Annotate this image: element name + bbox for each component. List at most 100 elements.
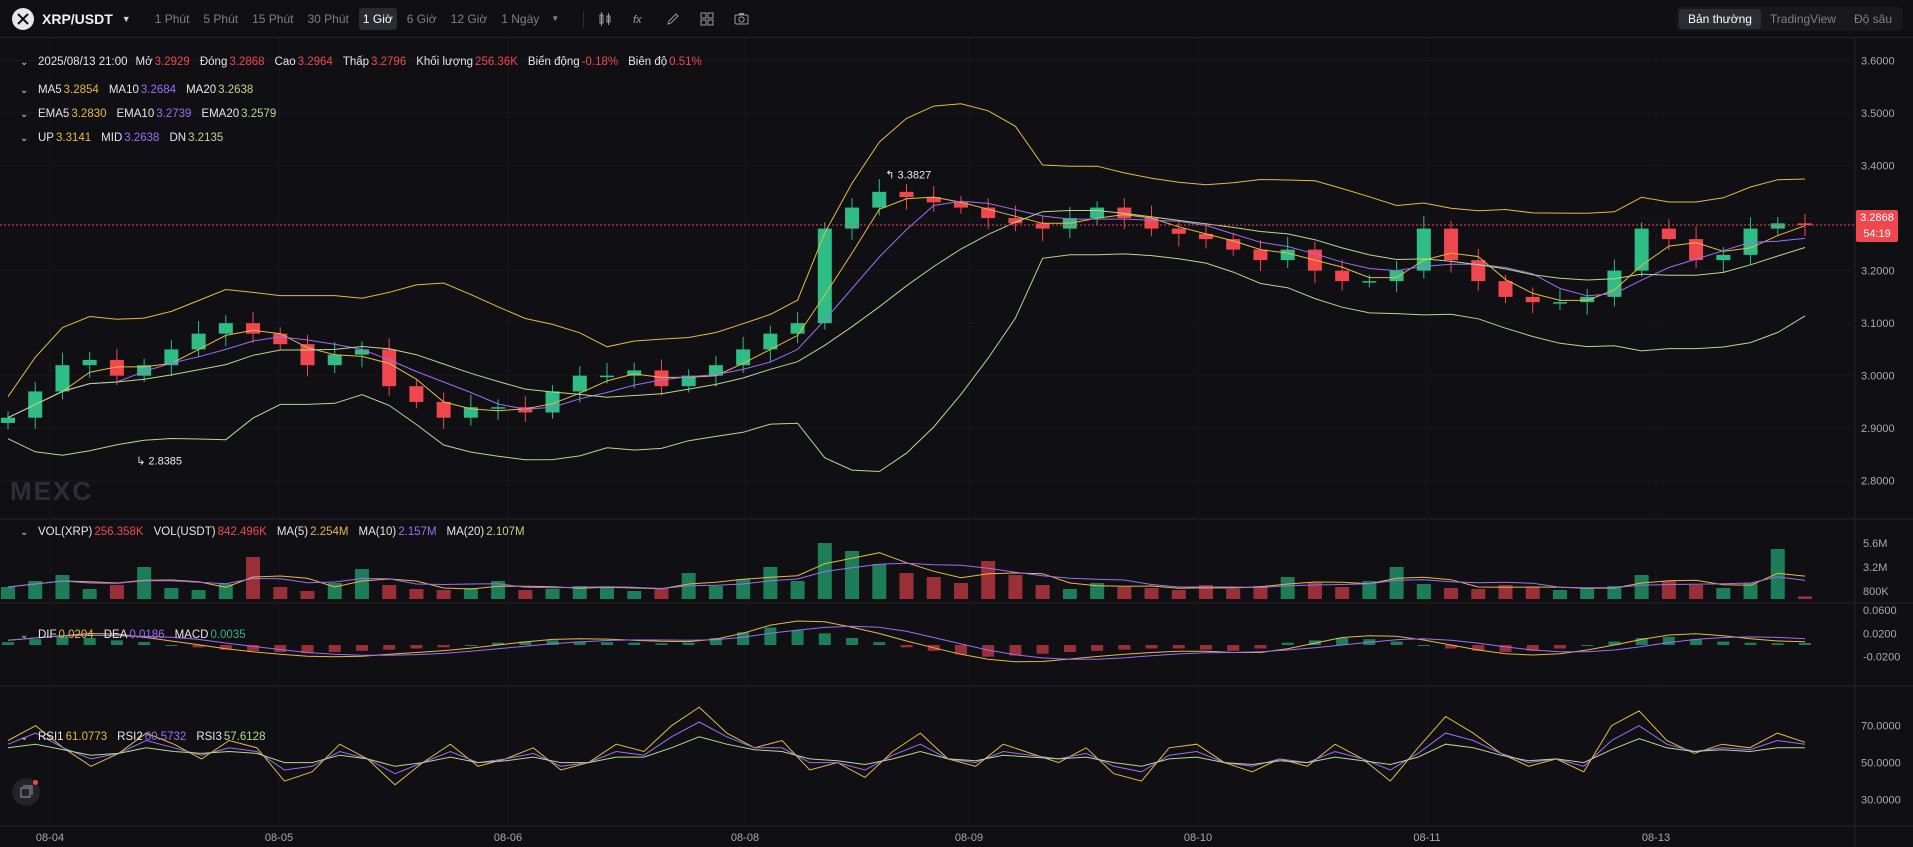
ma20-line <box>7 210 1806 419</box>
candle-body <box>1117 207 1132 219</box>
volume-bar <box>354 569 369 599</box>
volume-bar <box>926 577 941 599</box>
candle-body <box>1471 260 1486 282</box>
candle-body <box>1226 239 1241 250</box>
candle-type-icon[interactable] <box>594 8 616 30</box>
camera-icon[interactable] <box>730 8 752 30</box>
macd-value: 0.0035 <box>210 629 246 641</box>
view-depth[interactable]: Độ sâu <box>1853 12 1892 26</box>
collapse-chevron-icon[interactable]: ⌄ <box>20 526 29 538</box>
collapse-chevron-icon[interactable]: ⌄ <box>20 629 29 641</box>
volume-bar <box>1471 589 1486 599</box>
dea-value: 0.0186 <box>129 629 165 641</box>
volume-bar <box>382 585 397 599</box>
rsi1-line <box>7 706 1806 786</box>
macd-histogram-bar <box>1172 645 1185 649</box>
last-price-tag: 3.2868 <box>1856 210 1898 226</box>
view-basic[interactable]: Bản thường <box>1678 9 1761 29</box>
macd-histogram-bar <box>1118 645 1131 650</box>
volume-bar <box>545 589 560 599</box>
ema-legend: ⌄ EMA5 3.2830 EMA10 3.2739 EMA20 3.2579 <box>20 108 286 120</box>
toolbar-divider <box>583 10 585 27</box>
macd-histogram-bar <box>1227 645 1240 651</box>
interval-1m[interactable]: 1 Phút <box>154 11 190 26</box>
macd-histogram-bar <box>1417 645 1430 646</box>
candle-body <box>845 207 860 229</box>
interval-6h[interactable]: 6 Giờ <box>406 11 437 26</box>
volume-bar <box>55 575 70 599</box>
kline-chart[interactable]: MEXC ↰ 3.3827 ↳ 2.8385 3.6000 3.5000 3.4000… <box>0 38 1913 847</box>
indicator-settings-icon[interactable] <box>12 778 40 806</box>
ma5-value: 3.2854 <box>63 84 99 96</box>
macd-histogram-bar <box>83 638 96 645</box>
vol-xrp-value: 256.358K <box>94 526 144 538</box>
candle-body <box>1199 233 1213 240</box>
candle-body <box>681 375 696 387</box>
macd-histogram-bar <box>29 639 42 645</box>
interval-12h[interactable]: 12 Giờ <box>450 11 488 26</box>
macd-histogram-bar <box>1390 641 1403 645</box>
collapse-chevron-icon[interactable]: ⌄ <box>20 731 29 743</box>
candle-body <box>409 386 424 402</box>
price-tick-label: 3.6000 <box>1861 56 1895 68</box>
candle-body <box>1 417 15 423</box>
macd-histogram-bar <box>1771 643 1784 645</box>
volume-bar <box>1689 585 1704 599</box>
ema10-value: 3.2739 <box>156 108 192 120</box>
vol-xrp-label: VOL(XRP) <box>38 526 93 538</box>
interval-30m[interactable]: 30 Phút <box>307 11 349 26</box>
interval-more-icon[interactable]: ▼ <box>551 14 560 23</box>
symbol-dropdown-icon[interactable]: ▼ <box>121 13 131 24</box>
macd-histogram-bar <box>1608 641 1621 645</box>
interval-1h[interactable]: 1 Giờ <box>358 7 397 30</box>
candle-body <box>1362 281 1377 283</box>
collapse-chevron-icon[interactable]: ⌄ <box>20 132 29 144</box>
interval-15m[interactable]: 15 Phút <box>252 11 294 26</box>
volume-bar <box>1362 581 1377 599</box>
indicator-fx-icon[interactable]: fx <box>628 8 650 30</box>
view-tradingview[interactable]: TradingView <box>1769 12 1836 26</box>
time-tick-label: 08-13 <box>1642 832 1670 844</box>
macd-histogram-bar <box>410 645 423 649</box>
candle-body <box>627 370 642 376</box>
symbol-name[interactable]: XRP/USDT <box>42 10 113 27</box>
macd-histogram-bar <box>601 642 613 645</box>
volume-bar <box>1770 549 1785 599</box>
boll-legend: ⌄ UP 3.3141 MID 3.2638 DN 3.2135 <box>20 132 233 144</box>
volume-bar <box>1552 590 1567 599</box>
price-tick-label: 3.2000 <box>1861 266 1895 278</box>
macd-histogram-bar <box>1036 645 1049 654</box>
rsi3-label: RSI3 <box>196 731 222 743</box>
candle-body <box>218 323 233 334</box>
draw-pencil-icon[interactable] <box>662 8 684 30</box>
macd-histogram-bar <box>1553 645 1566 649</box>
collapse-chevron-icon[interactable]: ⌄ <box>20 56 29 68</box>
macd-histogram-bar <box>110 640 123 645</box>
volume-bar <box>463 588 478 599</box>
change-label: Biến động <box>527 56 580 68</box>
candle-body <box>518 407 533 413</box>
collapse-chevron-icon[interactable]: ⌄ <box>20 84 29 96</box>
candle-body <box>572 375 587 392</box>
volume-bar <box>1634 575 1649 599</box>
ema20-label: EMA20 <box>201 108 240 120</box>
macd-histogram-bar <box>192 645 205 648</box>
macd-histogram-bar <box>355 645 368 651</box>
candle-body <box>1090 207 1105 219</box>
candle-body <box>899 191 914 198</box>
collapse-chevron-icon[interactable]: ⌄ <box>20 108 29 120</box>
boll-mid-label: MID <box>101 132 123 144</box>
macd-histogram-bar <box>464 645 477 646</box>
volume-bar <box>246 557 261 599</box>
macd-histogram-bar <box>1690 639 1703 645</box>
candle-body <box>109 359 124 376</box>
volume-bar <box>409 589 424 599</box>
interval-1d[interactable]: 1 Ngày <box>501 11 540 26</box>
candle-body <box>708 365 723 376</box>
volume-bar <box>572 586 587 599</box>
macd-histogram-bar <box>846 638 859 645</box>
interval-5m[interactable]: 5 Phút <box>203 11 239 26</box>
layout-grid-icon[interactable] <box>696 8 718 30</box>
candle-body <box>1280 249 1295 261</box>
exchange-logo-icon[interactable] <box>12 7 34 30</box>
